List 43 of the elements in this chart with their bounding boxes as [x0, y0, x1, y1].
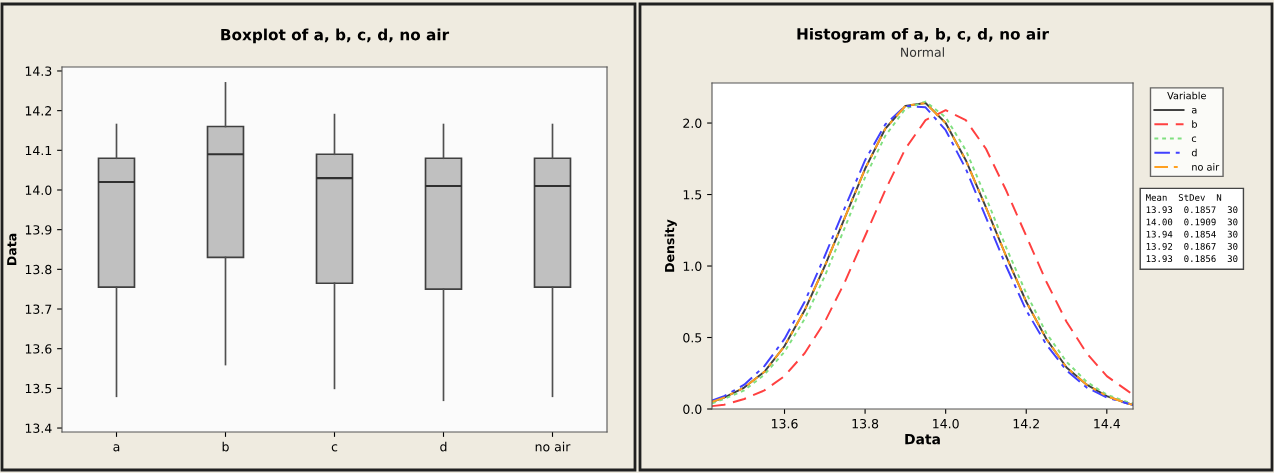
x-tick-label: b [222, 441, 229, 452]
x-tick-label: 13.6 [771, 418, 798, 429]
legend-label: b [1192, 120, 1197, 128]
y-tick-label: 0.0 [683, 404, 702, 414]
y-axis-title: Data [7, 233, 17, 265]
text: 13.93 0.1857 30 [1146, 206, 1238, 214]
y-tick-label: 2.0 [683, 118, 702, 128]
text: 13.94 0.1854 30 [1146, 230, 1238, 238]
x-tick-label: 14.2 [1013, 418, 1039, 429]
text: 13.92 0.1867 30 [1146, 243, 1238, 250]
x-tick-label: a [113, 444, 120, 452]
chart-title: Histogram of a, b, c, d, no air [797, 27, 1049, 43]
legend-label: c [1191, 136, 1197, 143]
text: 13.93 0.1856 30 [1146, 255, 1238, 263]
y-tick-label: 14.0 [25, 185, 52, 195]
y-tick-label: 0.5 [683, 332, 702, 343]
x-tick-label: c [331, 444, 338, 452]
y-tick-label: 14.3 [25, 66, 52, 76]
legend-label: no air [1192, 163, 1220, 171]
x-axis-title: Data [905, 434, 940, 445]
x-tick-label: no air [535, 441, 571, 452]
y-tick-label: 13.6 [25, 344, 52, 354]
text: Mean StDev N [1146, 194, 1222, 201]
y-axis-title: Density [664, 219, 677, 272]
y-tick-label: 1.5 [683, 190, 702, 200]
x-tick-label: d [440, 441, 447, 452]
x-tick-label: 13.8 [852, 418, 879, 429]
legend-title: Variable [1167, 91, 1206, 100]
y-tick-label: 13.9 [25, 225, 52, 235]
legend-label: a [1191, 107, 1197, 114]
y-tick-label: 14.2 [25, 106, 52, 116]
y-tick-label: 14.1 [25, 145, 52, 156]
text: 14.00 0.1909 30 [1146, 218, 1238, 226]
legend-label: d [1191, 148, 1197, 157]
chart-subtitle: Normal [901, 47, 944, 57]
y-tick-label: 13.4 [25, 423, 52, 433]
y-tick-label: 1.0 [683, 261, 702, 271]
y-tick-label: 13.7 [25, 304, 52, 314]
x-tick-label: 14.0 [933, 418, 959, 429]
y-tick-label: 13.5 [25, 383, 52, 394]
x-tick-label: 14.4 [1094, 419, 1121, 429]
chart-title: Boxplot of a, b, c, d, no air [221, 28, 450, 44]
y-tick-label: 13.8 [25, 264, 52, 275]
